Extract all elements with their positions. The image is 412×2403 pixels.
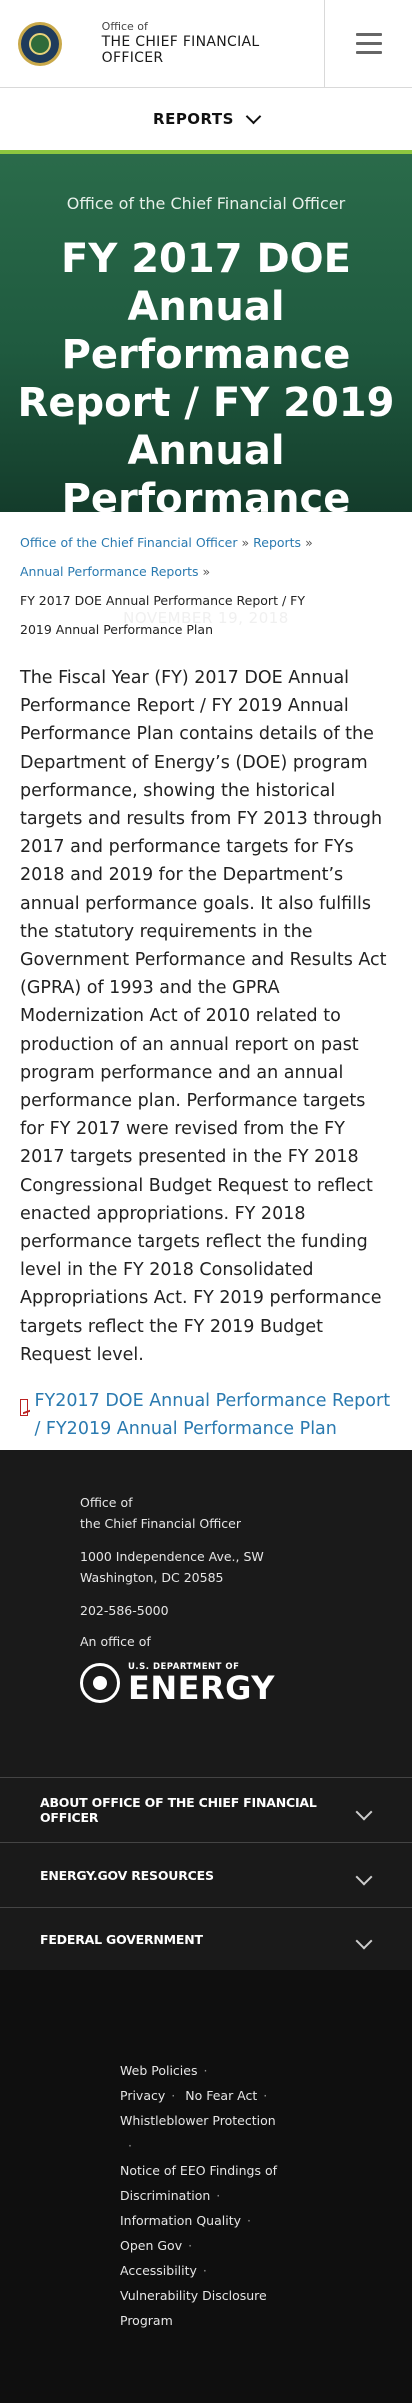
link-web-policies[interactable]: Web Policies xyxy=(120,2063,198,2078)
footer-address-line1: 1000 Independence Ave., SW xyxy=(80,1549,264,1564)
link-information-quality[interactable]: Information Quality xyxy=(120,2213,241,2228)
energy-wordmark-big: ENERGY xyxy=(128,1668,275,1707)
chevron-down-icon xyxy=(245,108,262,124)
energy-wordmark: U.S. DEPARTMENT OF ENERGY xyxy=(128,1663,275,1704)
pdf-file-icon xyxy=(20,1399,29,1417)
link-separator: · xyxy=(263,2088,268,2103)
page-title: FY 2017 DOE Annual Performance Report / … xyxy=(17,236,395,570)
legal-links-list: Web Policies · Privacy · No Fear Act · Whis… xyxy=(120,2058,295,2333)
link-separator: · xyxy=(247,2213,251,2228)
footer-phone[interactable]: 202-586-5000 xyxy=(80,1603,169,1618)
footer-office-line1: Office of xyxy=(80,1495,133,1510)
breadcrumb-link-ocfo[interactable]: Office of the Chief Financial Officer xyxy=(20,535,238,550)
footer-office-line2: the Chief Financial Officer xyxy=(80,1516,242,1531)
office-name-big: THE CHIEF FINANCIAL OFFICER xyxy=(101,33,260,66)
breadcrumb-link-reports[interactable]: Reports xyxy=(253,535,302,550)
hamburger-line xyxy=(355,51,382,54)
article-body: The Fiscal Year (FY) 2017 DOE Annual Per… xyxy=(0,644,412,1369)
link-separator: · xyxy=(216,2188,221,2203)
hamburger-menu-button[interactable] xyxy=(324,0,412,87)
energy-logo-link[interactable]: U.S. DEPARTMENT OF ENERGY xyxy=(80,1663,412,1704)
office-name-small: Office of xyxy=(101,20,148,34)
accordion-energy-resources[interactable]: ENERGY.GOV RESOURCES xyxy=(0,1842,412,1907)
link-separator: · xyxy=(202,2263,207,2278)
energy-seal-icon xyxy=(80,1663,120,1704)
link-separator: · xyxy=(203,2063,208,2078)
pdf-download: FY2017 DOE Annual Performance Report / F… xyxy=(0,1369,412,1443)
accordion-federal-government[interactable]: FEDERAL GOVERNMENT xyxy=(0,1907,412,1970)
reports-dropdown[interactable]: REPORTS xyxy=(0,88,412,154)
chevron-down-icon xyxy=(355,1932,373,1950)
accordion-label: ABOUT OFFICE OF THE CHIEF FINANCIAL OFFI… xyxy=(40,1795,317,1825)
article-paragraph: The Fiscal Year (FY) 2017 DOE Annual Per… xyxy=(20,668,387,1365)
chevron-down-icon xyxy=(355,1868,373,1886)
breadcrumb-current: FY 2017 DOE Annual Performance Report / … xyxy=(20,593,305,637)
link-privacy[interactable]: Privacy xyxy=(120,2088,166,2103)
link-eeo-findings[interactable]: Notice of EEO Findings of Discrimination xyxy=(120,2163,278,2203)
footer-contact: Office of the Chief Financial Officer 10… xyxy=(0,1450,412,1777)
accordion-about-ocfo[interactable]: ABOUT OFFICE OF THE CHIEF FINANCIAL OFFI… xyxy=(0,1777,412,1842)
footer-address: 1000 Independence Ave., SW Washington, D… xyxy=(80,1546,412,1588)
footer-an-office-of: An office of xyxy=(80,1634,151,1649)
hamburger-line xyxy=(355,42,382,45)
accordion-label: FEDERAL GOVERNMENT xyxy=(40,1931,203,1947)
footer-office-name: Office of the Chief Financial Officer xyxy=(80,1492,412,1534)
hero-banner: Office of the Chief Financial Officer FY… xyxy=(0,154,412,627)
breadcrumb: Office of the Chief Financial Officer » … xyxy=(0,512,412,644)
hamburger-menu-icon xyxy=(355,33,382,36)
link-no-fear-act[interactable]: No Fear Act xyxy=(185,2088,258,2103)
link-separator: · xyxy=(128,2138,132,2153)
office-name: Office of THE CHIEF FINANCIAL OFFICER xyxy=(101,20,324,66)
link-whistleblower[interactable]: Whistleblower Protection xyxy=(120,2113,276,2128)
link-open-gov[interactable]: Open Gov xyxy=(120,2238,183,2253)
link-separator: · xyxy=(171,2088,176,2103)
site-logo-link[interactable]: Office of THE CHIEF FINANCIAL OFFICER xyxy=(0,0,324,87)
site-header: Office of THE CHIEF FINANCIAL OFFICER xyxy=(0,0,412,88)
reports-label: REPORTS xyxy=(153,110,234,128)
pdf-download-link[interactable]: FY2017 DOE Annual Performance Report / F… xyxy=(34,1391,391,1440)
breadcrumb-link-annual-performance-reports[interactable]: Annual Performance Reports xyxy=(20,564,199,579)
publish-date: NOVEMBER 19, 2018 xyxy=(123,609,289,627)
footer-legal-links: Web Policies · Privacy · No Fear Act · Whis… xyxy=(0,1970,412,2403)
energy-wordmark-small: U.S. DEPARTMENT OF xyxy=(128,1662,240,1672)
footer-address-line2: Washington, DC 20585 xyxy=(80,1570,224,1585)
hero-office-name: Office of the Chief Financial Officer xyxy=(66,194,346,213)
link-vulnerability-disclosure[interactable]: Vulnerability Disclosure Program xyxy=(120,2288,267,2328)
chevron-down-icon xyxy=(355,1803,373,1821)
breadcrumb-separator: » xyxy=(241,535,250,550)
breadcrumb-separator: » xyxy=(305,535,313,550)
breadcrumb-separator: » xyxy=(202,564,211,579)
link-accessibility[interactable]: Accessibility xyxy=(120,2263,197,2278)
doe-seal-icon xyxy=(18,21,62,66)
link-separator: · xyxy=(188,2238,193,2253)
accordion-label: ENERGY.GOV RESOURCES xyxy=(40,1867,214,1883)
